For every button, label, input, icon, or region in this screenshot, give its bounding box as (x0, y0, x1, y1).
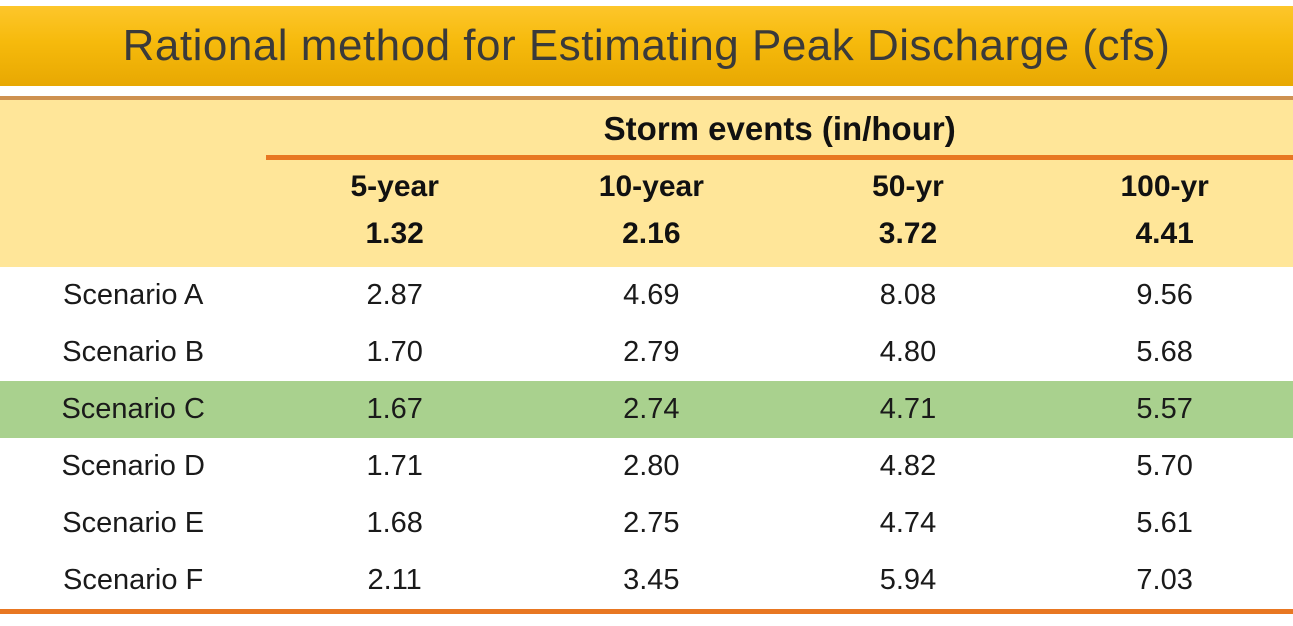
cell-value: 5.94 (879, 564, 937, 596)
cell-value: 5.70 (1136, 450, 1193, 482)
cell-value: 1.68 (366, 507, 423, 539)
cell-value: 4.80 (879, 336, 937, 368)
cell-value: 7.03 (1136, 564, 1193, 596)
group-header-cell: Storm events (in/hour) (266, 100, 1293, 160)
page-title: Rational method for Estimating Peak Disc… (122, 21, 1171, 70)
row-label: Scenario D (61, 450, 205, 482)
row-label: Scenario C (0, 381, 267, 438)
title-banner: Rational method for Estimating Peak Disc… (0, 6, 1293, 86)
cell-value: 5.61 (1136, 507, 1193, 539)
cell-value: 1.70 (366, 336, 423, 368)
table-row-scenario-a: Scenario A 2.87 4.69 8.08 9.56 (0, 267, 1293, 324)
corner-spacer-cell (0, 157, 266, 207)
cell-value: 5.68 (1136, 336, 1193, 368)
cell-value: 8.08 (879, 279, 937, 311)
intensity-50-yr: 3.72 (878, 217, 938, 250)
cell-value: 2.75 (623, 507, 680, 539)
cell-value: 1.67 (266, 381, 523, 438)
cell-value: 2.79 (623, 336, 680, 368)
cell-value: 1.71 (366, 450, 423, 482)
discharge-table-container: Storm events (in/hour) 5-year 10-year 50… (0, 96, 1293, 614)
intensity-100-yr: 4.41 (1135, 217, 1194, 250)
discharge-table: Storm events (in/hour) 5-year 10-year 50… (0, 100, 1293, 609)
cell-value: 4.82 (879, 450, 937, 482)
intensity-10-year: 2.16 (622, 217, 681, 250)
column-header-5-year: 5-year (350, 170, 439, 204)
table-row-scenario-e: Scenario E 1.68 2.75 4.74 5.61 (0, 495, 1293, 552)
cell-value: 4.69 (623, 279, 680, 311)
corner-spacer-cell (0, 207, 266, 267)
intensity-5-year: 1.32 (365, 217, 424, 250)
table-row-scenario-c-highlighted: Scenario C 1.67 2.74 4.71 5.57 (0, 381, 1293, 438)
cell-value: 2.80 (623, 450, 680, 482)
intensity-row: 1.32 2.16 3.72 4.41 (0, 207, 1293, 267)
table-header: Storm events (in/hour) 5-year 10-year 50… (0, 100, 1293, 267)
cell-value: 3.45 (623, 564, 680, 596)
row-label: Scenario A (63, 279, 204, 311)
table-body: Scenario A 2.87 4.69 8.08 9.56 Scenario … (0, 267, 1293, 609)
table-row-scenario-f: Scenario F 2.11 3.45 5.94 7.03 (0, 552, 1293, 609)
group-header-row: Storm events (in/hour) (0, 100, 1293, 160)
cell-value: 2.74 (523, 381, 780, 438)
cell-value: 2.87 (366, 279, 423, 311)
table-row-scenario-d: Scenario D 1.71 2.80 4.82 5.70 (0, 438, 1293, 495)
column-header-row: 5-year 10-year 50-yr 100-yr (0, 157, 1293, 207)
cell-value: 2.11 (367, 564, 422, 596)
cell-value: 9.56 (1136, 279, 1193, 311)
cell-value: 4.71 (779, 381, 1037, 438)
column-header-50-yr: 50-yr (872, 170, 944, 204)
row-label: Scenario E (62, 507, 205, 539)
column-header-100-yr: 100-yr (1120, 170, 1209, 204)
cell-value: 4.74 (879, 507, 937, 539)
row-label: Scenario B (62, 336, 205, 368)
column-header-10-year: 10-year (598, 170, 704, 204)
row-label: Scenario F (63, 564, 204, 596)
cell-value: 5.57 (1036, 381, 1293, 438)
corner-spacer-cell (0, 100, 266, 157)
table-row-scenario-b: Scenario B 1.70 2.79 4.80 5.68 (0, 324, 1293, 381)
